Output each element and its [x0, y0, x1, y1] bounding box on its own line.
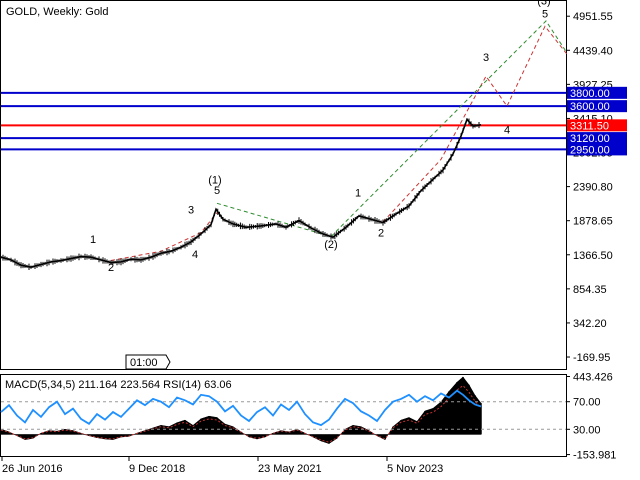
wave-label-0: 1 [90, 234, 96, 246]
time-marker[interactable]: 01:00 [125, 354, 171, 370]
level-label-bg-0 [567, 86, 627, 99]
indicator-axis: 443.426 70.00 30.00 -153.981 [566, 372, 616, 462]
indicator-tick-label-1: 70.00 [573, 397, 601, 409]
wave-path-1 [216, 202, 332, 238]
wave-path-0 [110, 212, 218, 262]
price-tick-label-7: 1366.50 [573, 250, 613, 262]
level-label-1: 3600.00 [570, 101, 610, 113]
wave-label-8: 2 [378, 228, 384, 240]
price-tick-label-6: 1878.65 [573, 216, 613, 228]
time-tick-label-0: 26 Jun 2016 [2, 463, 63, 475]
indicator-title: MACD(5,34,5) 211.164 223.564 RSI(14) 63.… [5, 379, 232, 391]
wave-label-4: 5 [214, 185, 220, 197]
level-label-bg-1 [567, 100, 627, 113]
wave-label-3: 4 [192, 249, 198, 261]
rsi-line [0, 389, 482, 427]
time-tick-label-1: 9 Dec 2018 [129, 463, 185, 475]
wave-label-1: 2 [108, 262, 114, 274]
indicator-series [0, 376, 566, 444]
price-tick-label-1: 4439.40 [573, 45, 613, 57]
wave-label-10: 4 [504, 124, 510, 136]
level-label-0: 3800.00 [570, 88, 610, 100]
level-label-bg-3 [567, 132, 627, 145]
price-axis: 4951.554439.403927.253415.102902.952390.… [566, 11, 613, 364]
price-tick-label-0: 4951.55 [573, 11, 613, 23]
price-tick-label-8: 854.35 [573, 284, 607, 296]
time-tick-label-3: 5 Nov 2023 [387, 463, 443, 475]
wave-label-7: 1 [355, 188, 361, 200]
wave-label-9: 3 [483, 52, 489, 64]
time-tick-label-2: 23 May 2021 [258, 463, 322, 475]
level-label-2: 3311.50 [570, 120, 609, 132]
indicator-tick-label-3: -153.981 [573, 450, 616, 462]
price-tick-label-10: -169.95 [573, 352, 610, 364]
level-label-4: 2950.00 [570, 144, 610, 156]
wave-path-3 [330, 20, 568, 237]
level-label-3: 3120.00 [570, 133, 610, 145]
time-axis: 26 Jun 2016 9 Dec 2018 23 May 2021 5 Nov 20… [1, 456, 443, 475]
indicator-tick-label-0: 443.426 [573, 372, 613, 384]
indicator-tick-label-2: 30.00 [573, 424, 601, 436]
price-series [0, 117, 482, 270]
macd-signal-line [0, 384, 482, 443]
price-tick-label-9: 342.20 [573, 318, 607, 330]
wave-path-2 [382, 25, 568, 223]
main-panel-frame [0, 0, 567, 370]
level-label-bg-2 [567, 119, 627, 132]
level-label-bg-4 [567, 143, 627, 156]
time-marker-label: 01:00 [130, 357, 158, 369]
price-tick-label-5: 2390.80 [573, 182, 613, 194]
wave-label-2: 3 [188, 204, 194, 216]
wave-label-5: (1) [208, 174, 221, 186]
wave-paths [110, 20, 568, 262]
chart-title: GOLD, Weekly: Gold [6, 6, 109, 18]
wave-label-12: (3) [537, 0, 550, 7]
wave-label-6: (2) [324, 239, 337, 251]
wave-label-11: 5 [542, 9, 548, 21]
price-levels [1, 91, 566, 151]
